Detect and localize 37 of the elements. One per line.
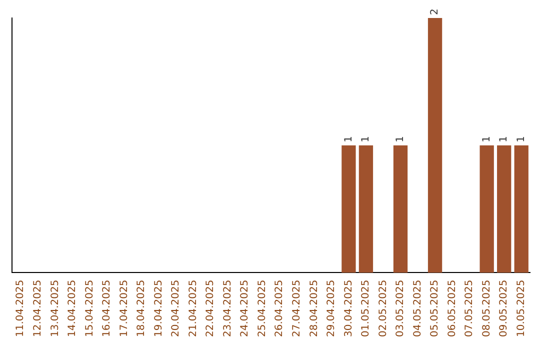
x-tick-label: 30.04.2025 xyxy=(343,280,354,338)
x-tick-label: 18.04.2025 xyxy=(136,280,148,338)
x-tick-label: 16.04.2025 xyxy=(102,280,113,338)
data-label: 1 xyxy=(360,136,372,142)
x-tick-label: 10.05.2025 xyxy=(516,280,527,338)
x-tick-label: 20.04.2025 xyxy=(170,280,182,338)
data-label: 1 xyxy=(516,136,527,142)
x-tick-label: 03.05.2025 xyxy=(395,280,406,338)
x-tick-label: 05.05.2025 xyxy=(430,280,441,338)
x-tick-label: 06.05.2025 xyxy=(446,280,458,338)
x-tick-label: 15.04.2025 xyxy=(84,280,96,338)
x-tick-label: 26.04.2025 xyxy=(274,280,286,338)
data-label: 1 xyxy=(481,136,492,142)
x-tick-label: 01.05.2025 xyxy=(360,280,372,338)
x-tick-label: 07.05.2025 xyxy=(464,280,476,338)
x-tick-label: 13.04.2025 xyxy=(50,280,61,338)
x-tick-label: 19.04.2025 xyxy=(153,280,164,338)
x-tick-label: 22.04.2025 xyxy=(205,280,216,338)
x-tick-label: 09.05.2025 xyxy=(498,280,510,338)
x-tick-label: 04.05.2025 xyxy=(412,280,424,338)
data-label: 2 xyxy=(430,8,441,15)
x-tick-label: 25.04.2025 xyxy=(256,280,268,338)
x-tick-label: 17.04.2025 xyxy=(118,280,130,338)
data-label: 1 xyxy=(395,136,406,142)
x-tick-label: 28.04.2025 xyxy=(308,280,320,338)
x-tick-label: 27.04.2025 xyxy=(291,280,302,338)
x-tick-label: 14.04.2025 xyxy=(67,280,78,338)
x-tick-label: 23.04.2025 xyxy=(222,280,234,338)
x-tick-label: 29.04.2025 xyxy=(326,280,338,338)
data-label: 1 xyxy=(343,136,354,142)
x-tick-label: 24.04.2025 xyxy=(240,280,251,338)
x-tick-label: 11.04.2025 xyxy=(15,280,26,338)
data-label: 1 xyxy=(498,136,510,142)
x-tick-label: 08.05.2025 xyxy=(481,280,492,338)
x-tick-label: 12.04.2025 xyxy=(32,280,44,338)
x-tick-label: 21.04.2025 xyxy=(188,280,199,338)
x-tick-label: 02.05.2025 xyxy=(378,280,389,338)
